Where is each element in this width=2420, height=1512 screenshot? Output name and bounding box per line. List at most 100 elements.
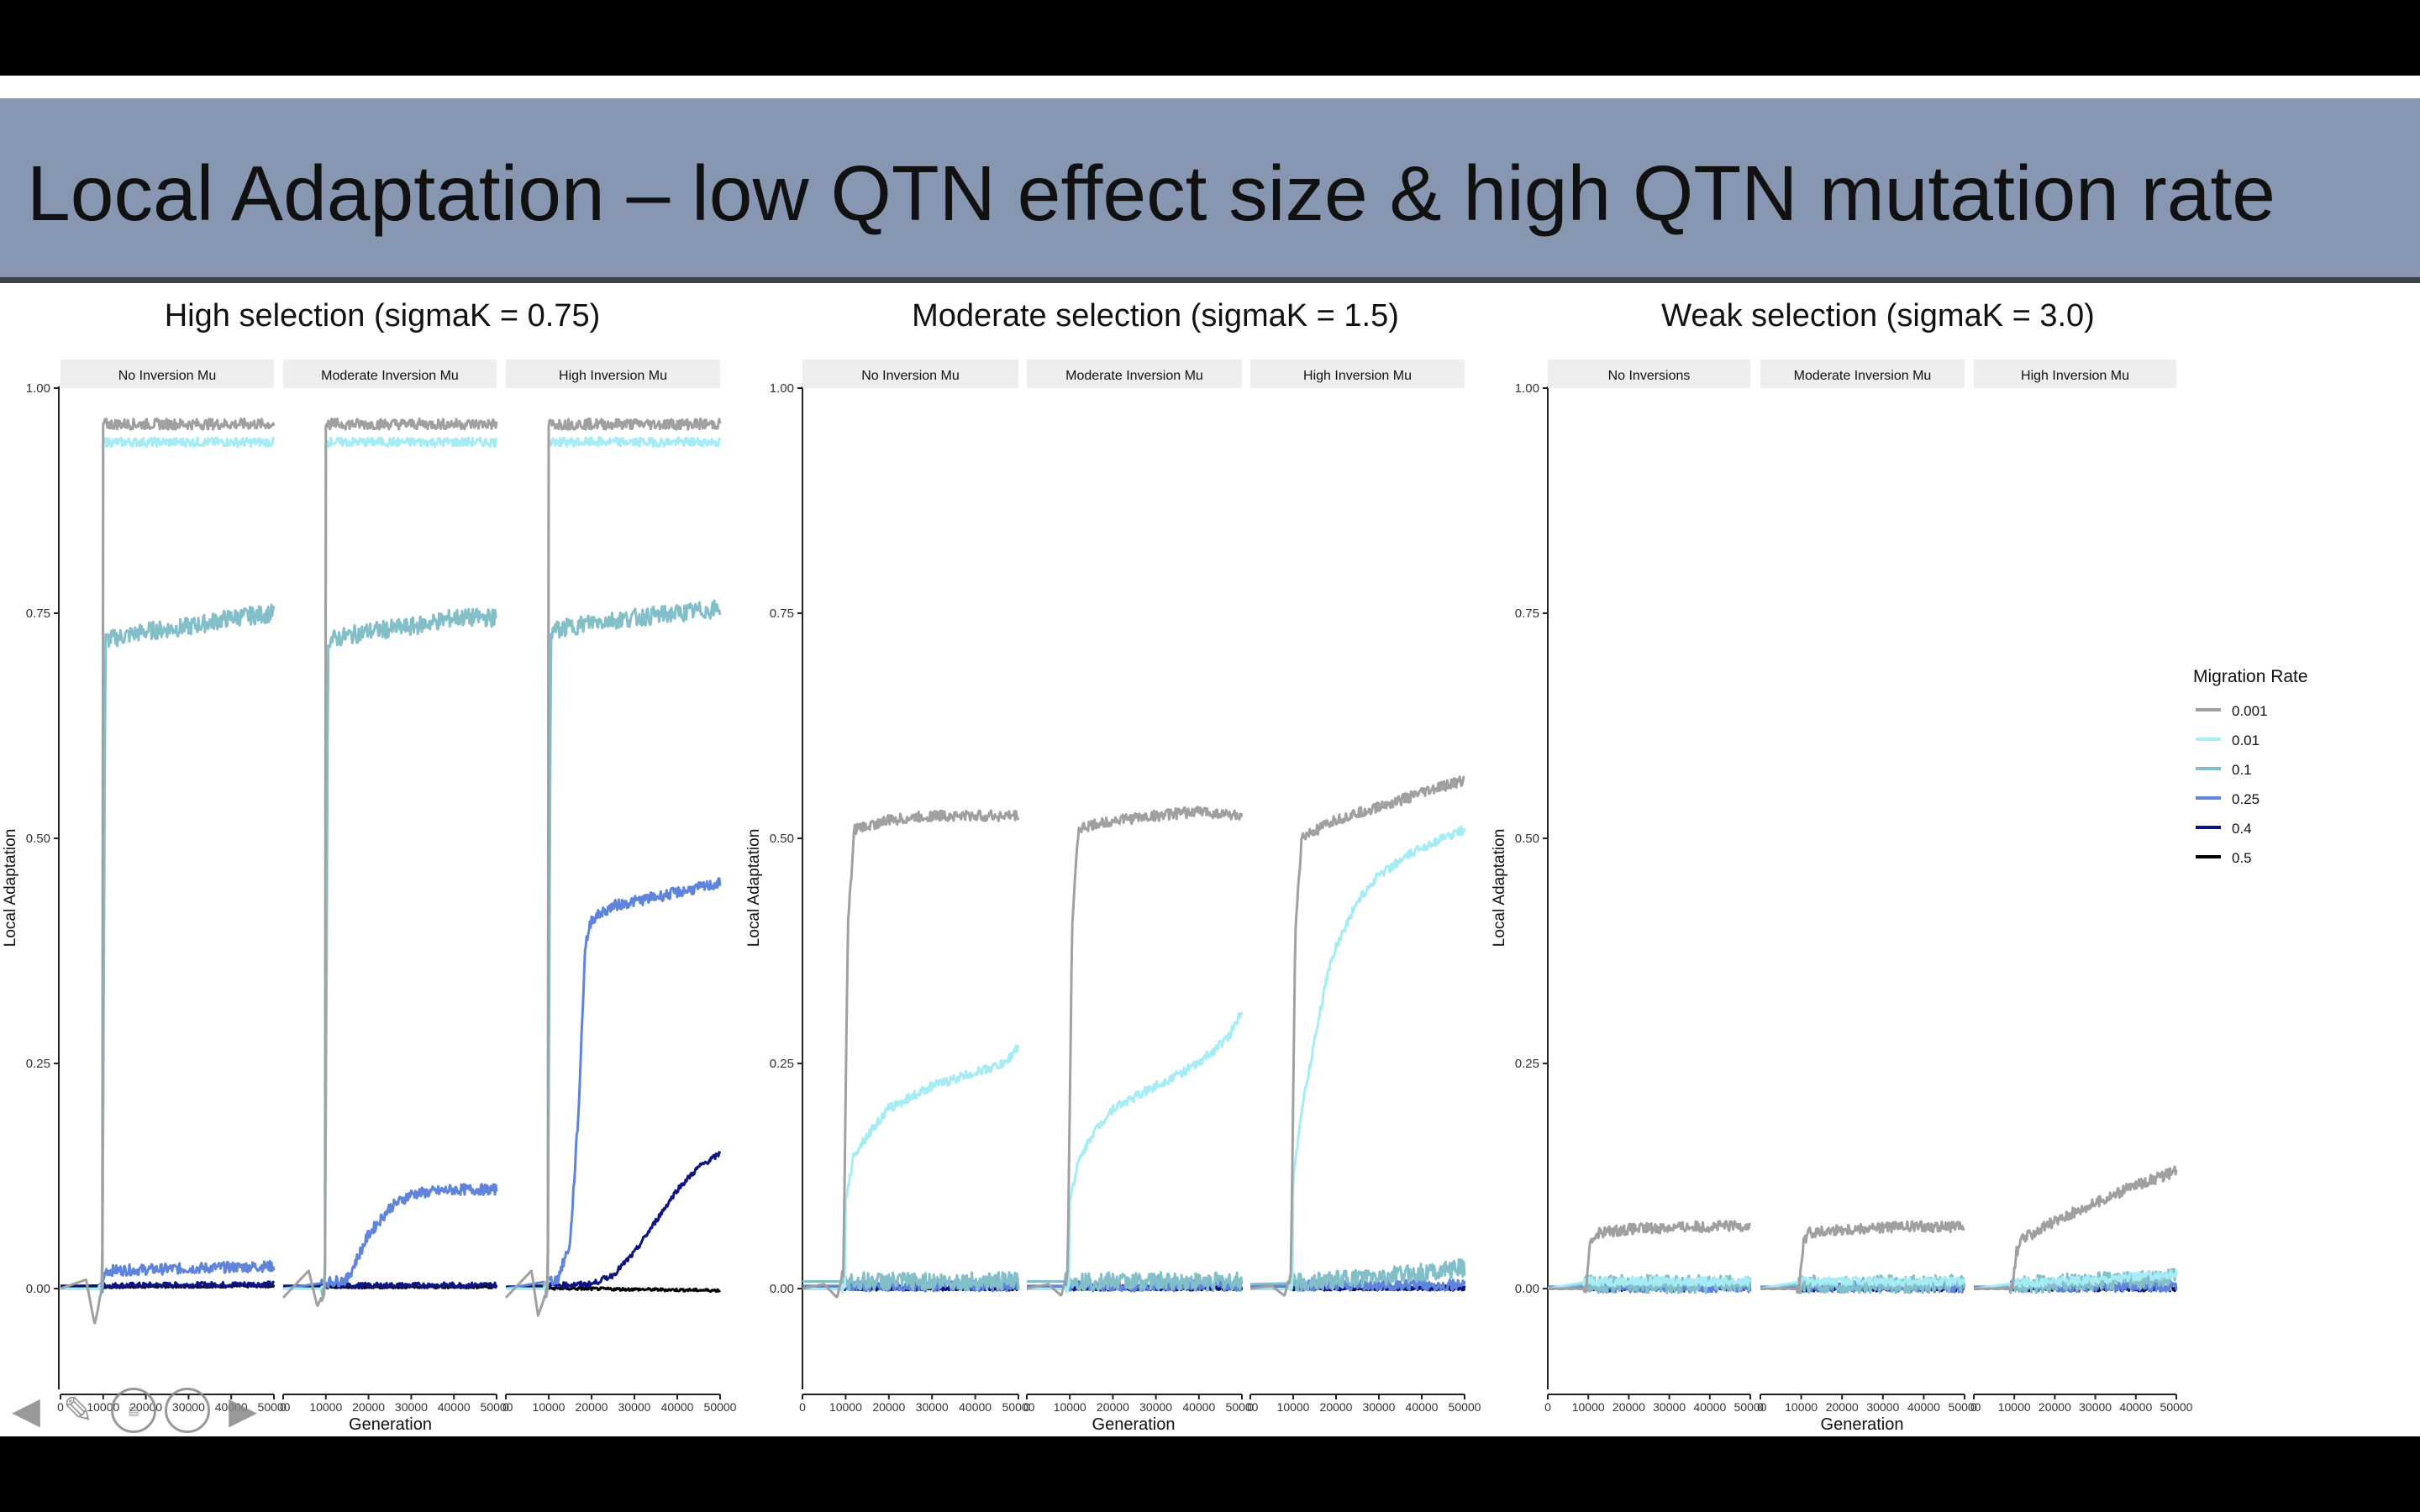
x-axis-label: Generation: [1821, 1415, 1904, 1434]
x-axis-label: Generation: [349, 1415, 432, 1434]
x-tick-label: 10000: [1277, 1400, 1310, 1414]
x-tick-label: 50000: [704, 1400, 737, 1414]
y-tick-label: 0.25: [26, 1057, 50, 1071]
panel-title: Moderate selection (sigmaK = 1.5): [912, 298, 1399, 333]
y-tick-label: 0.50: [26, 832, 50, 846]
y-tick-label: 0.50: [770, 832, 794, 846]
x-tick-label: 20000: [1320, 1400, 1353, 1414]
x-tick-label: 30000: [916, 1400, 949, 1414]
x-tick-label: 20000: [2039, 1400, 2071, 1414]
y-tick-label: 0.75: [770, 606, 794, 621]
series-line-0_001: [1760, 1220, 1965, 1294]
x-tick-label: 40000: [1907, 1400, 1940, 1414]
x-tick-label: 50000: [1734, 1400, 1767, 1414]
series-line-0_001: [281, 417, 498, 1308]
x-tick-label: 30000: [1363, 1400, 1396, 1414]
x-tick-label: 0: [1757, 1400, 1764, 1414]
y-tick-label: 1.00: [770, 381, 794, 396]
facet-3: High Inversion Mu 0 10000 20000 30000 40000 50…: [1247, 360, 1481, 1414]
chart-panel-2: Moderate selection (sigmaK = 1.5) 0.00 0.2…: [745, 298, 1481, 1434]
series-line-0_001: [802, 809, 1020, 1299]
facet-strip-label: High Inversion Mu: [1303, 369, 1412, 383]
x-tick-label: 50000: [1226, 1400, 1259, 1414]
y-tick-label: 0.00: [26, 1282, 50, 1296]
arrow-right-icon[interactable]: ▶: [229, 1389, 257, 1431]
facet-3: High Inversion Mu 0 10000 20000 30000 40000 50…: [502, 360, 737, 1414]
arrow-left-icon[interactable]: ◀: [12, 1389, 40, 1431]
x-tick-label: 40000: [438, 1400, 471, 1414]
x-tick-label: 50000: [1449, 1400, 1481, 1414]
chart-panel-1: High selection (sigmaK = 0.75) 0.00 0.25 0.…: [2, 298, 737, 1434]
legend-label: 0.001: [2232, 703, 2268, 719]
series-line-0_25: [505, 877, 722, 1290]
x-tick-label: 30000: [1866, 1400, 1899, 1414]
x-axis-label: Generation: [1092, 1415, 1176, 1434]
series-line-0_25: [282, 1183, 498, 1290]
facet-2: Moderate Inversion Mu 0 10000 20000 30000 400…: [1757, 360, 1981, 1414]
facet-strip-label: Moderate Inversion Mu: [1794, 369, 1932, 383]
panel-title: Weak selection (sigmaK = 3.0): [1661, 298, 2095, 333]
x-tick-label: 20000: [1826, 1400, 1859, 1414]
legend-label: 0.01: [2232, 732, 2260, 748]
facet-strip-label: No Inversion Mu: [861, 369, 960, 383]
facet-strip: [1548, 360, 1750, 388]
series-line-0_01: [1249, 825, 1466, 1292]
x-tick-label: 0: [1544, 1400, 1551, 1414]
x-tick-label: 0: [799, 1400, 806, 1414]
x-tick-label: 0: [502, 1400, 509, 1414]
series-line-0_1: [1026, 1271, 1244, 1292]
x-tick-label: 0: [1970, 1400, 1977, 1414]
y-tick-label: 0.00: [770, 1282, 794, 1296]
x-tick-label: 10000: [1054, 1400, 1086, 1414]
facet-strip: [1974, 360, 2176, 388]
facet-strip: [60, 360, 274, 388]
series-line-0_01: [505, 436, 722, 1294]
x-tick-label: 30000: [395, 1400, 428, 1414]
panel-title: High selection (sigmaK = 0.75): [165, 298, 601, 333]
x-tick-label: 10000: [829, 1400, 862, 1414]
x-tick-label: 10000: [1998, 1400, 2031, 1414]
facet-1: No Inversion Mu0 10000 20000 30000 40000 5000…: [57, 360, 291, 1414]
legend-label: 0.1: [2232, 762, 2252, 778]
x-tick-label: 40000: [661, 1400, 694, 1414]
x-tick-label: 40000: [1406, 1400, 1439, 1414]
x-tick-label: 50000: [258, 1400, 291, 1414]
y-tick-label: 0.00: [1515, 1282, 1539, 1296]
y-axis-label: Local Adaptation: [2, 829, 19, 948]
chart-panel-3: Weak selection (sigmaK = 3.0) 0.00 0.25 0.5…: [1491, 298, 2308, 1434]
series-line-0_01: [60, 436, 276, 1293]
series-line-0_001: [1547, 1220, 1752, 1294]
x-tick-label: 20000: [1097, 1400, 1129, 1414]
series-line-0_1: [1249, 1257, 1466, 1293]
presentation-toolbar: ◀ ✎ ▤ ⋯ ▶: [0, 1381, 277, 1440]
facet-strip-label: High Inversion Mu: [559, 369, 667, 383]
x-tick-label: 40000: [1182, 1400, 1215, 1414]
pen-icon[interactable]: ✎: [62, 1389, 94, 1431]
x-tick-label: 40000: [2119, 1400, 2152, 1414]
series-line-0_001: [1026, 806, 1244, 1297]
x-tick-label: 40000: [959, 1400, 992, 1414]
y-tick-label: 0.25: [1515, 1057, 1539, 1071]
series-line-0_001: [504, 417, 722, 1317]
facet-strip-label: Moderate Inversion Mu: [321, 369, 459, 383]
legend-title: Migration Rate: [2193, 667, 2308, 686]
captions-icon[interactable]: ▤: [111, 1388, 156, 1433]
x-tick-label: 10000: [1572, 1400, 1605, 1414]
slide-title: Local Adaptation – low QTN effect size &…: [27, 150, 2275, 237]
facet-1: No Inversions 0 10000 20000 30000 40000 50000: [1544, 360, 1767, 1414]
more-icon[interactable]: ⋯: [165, 1388, 210, 1433]
x-tick-label: 0: [1023, 1400, 1030, 1414]
series-line-0_4: [505, 1151, 722, 1289]
y-axis-label: Local Adaptation: [745, 829, 763, 948]
facet-strip-label: No Inversions: [1608, 369, 1691, 383]
facet-strip-label: High Inversion Mu: [2021, 369, 2129, 383]
series-line-0_1: [505, 599, 722, 1299]
facet-strip-label: Moderate Inversion Mu: [1065, 369, 1203, 383]
y-tick-label: 0.25: [770, 1057, 794, 1071]
series-line-0_01: [1547, 1275, 1752, 1290]
x-tick-label: 20000: [576, 1400, 608, 1414]
x-tick-label: 30000: [1653, 1400, 1686, 1414]
x-tick-label: 0: [57, 1400, 64, 1414]
x-tick-label: 40000: [1693, 1400, 1726, 1414]
